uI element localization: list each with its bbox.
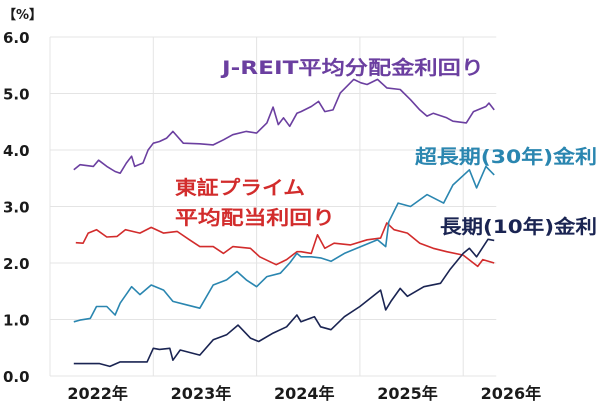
x-tick-label: 2024年: [274, 384, 335, 403]
series-lines: [73, 78, 495, 368]
y-tick-label: 3.0: [3, 199, 30, 217]
y-tick-label: 2.0: [3, 255, 30, 273]
y-tick-label: 6.0: [3, 29, 30, 47]
label-jreit-yield: J-REIT平均分配金利回り: [220, 56, 484, 79]
y-unit-label: 【%】: [3, 7, 42, 23]
y-axis-ticks: 0.0 1.0 2.0 3.0 4.0 5.0 6.0: [3, 29, 30, 386]
series-line-2: [73, 165, 495, 323]
y-tick-label: 5.0: [3, 86, 30, 104]
y-tick-label: 0.0: [3, 368, 30, 386]
label-tse-prime-line2: 平均配当利回り: [175, 206, 335, 229]
x-tick-label: 2022年: [67, 384, 128, 403]
y-tick-label: 1.0: [3, 312, 30, 330]
x-tick-label: 2026年: [481, 384, 542, 403]
x-tick-label: 2025年: [377, 384, 438, 403]
gridlines: [49, 36, 497, 377]
label-tse-prime-line1: 東証プライム: [175, 176, 305, 199]
label-jgb30: 超長期(30年)金利: [414, 145, 597, 168]
series-line-3: [73, 238, 495, 368]
series-line-1: [75, 222, 495, 268]
x-axis-ticks: 2022年 2023年 2024年 2025年 2026年: [67, 384, 541, 403]
x-tick-label: 2023年: [171, 384, 232, 403]
label-jgb10: 長期(10年)金利: [440, 215, 597, 238]
series-line-0: [73, 78, 495, 174]
y-tick-label: 4.0: [3, 142, 30, 160]
